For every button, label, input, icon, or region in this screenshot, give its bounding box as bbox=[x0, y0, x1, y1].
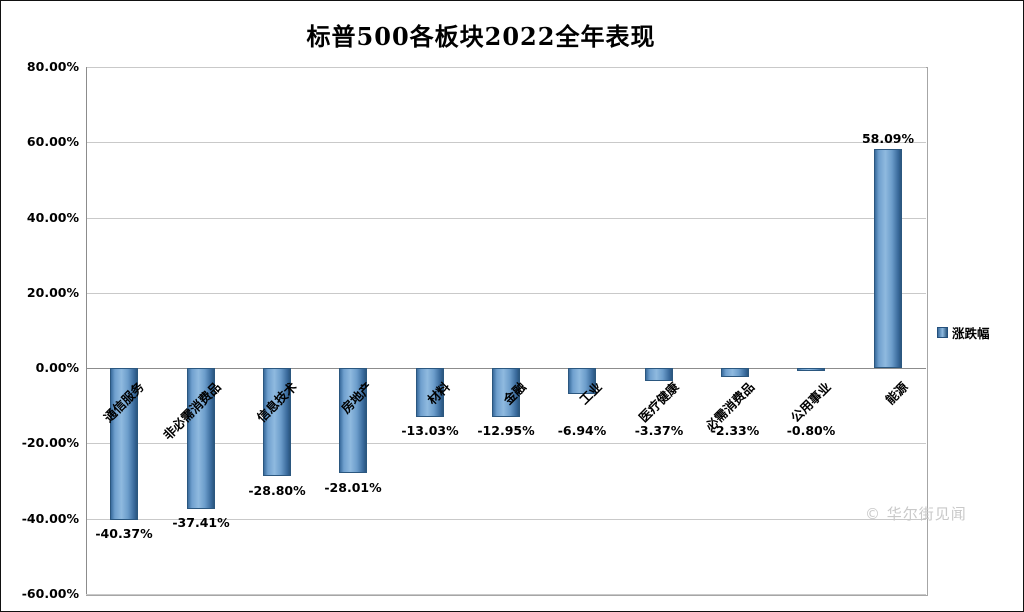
value-label: 58.09% bbox=[861, 131, 915, 146]
y-axis-tick-label: 80.00% bbox=[26, 59, 79, 74]
gridline bbox=[86, 519, 926, 520]
y-axis-line bbox=[86, 67, 87, 594]
bar bbox=[645, 368, 673, 381]
watermark: © 华尔街见闻 bbox=[865, 505, 967, 523]
value-label: -40.37% bbox=[95, 526, 153, 541]
value-label: -28.01% bbox=[324, 480, 382, 495]
bar bbox=[721, 368, 749, 377]
bar bbox=[416, 368, 444, 417]
gridline bbox=[86, 142, 926, 143]
bar bbox=[874, 149, 902, 368]
chart-title: 标普500各板块2022全年表现 bbox=[306, 22, 656, 51]
bar bbox=[797, 368, 825, 371]
bar bbox=[187, 368, 215, 509]
value-label: -6.94% bbox=[557, 423, 607, 438]
value-label: -2.33% bbox=[710, 423, 760, 438]
value-label: -13.03% bbox=[401, 423, 459, 438]
value-label: -37.41% bbox=[172, 515, 230, 530]
y-axis-tick-label: 60.00% bbox=[26, 134, 79, 149]
value-label: -12.95% bbox=[477, 423, 535, 438]
y-axis-tick-label: -60.00% bbox=[21, 586, 79, 601]
bar bbox=[110, 368, 138, 520]
y-axis-tick-label: 0.00% bbox=[35, 360, 79, 375]
y-axis-tick-label: 40.00% bbox=[26, 210, 79, 225]
bar bbox=[568, 368, 596, 394]
y-axis-tick-label: -20.00% bbox=[21, 435, 79, 450]
gridline bbox=[86, 67, 926, 68]
legend-label: 涨跌幅 bbox=[952, 326, 990, 341]
gridline bbox=[86, 218, 926, 219]
value-label: -28.80% bbox=[248, 483, 306, 498]
y-axis-tick-label: 20.00% bbox=[26, 285, 79, 300]
bar bbox=[492, 368, 520, 417]
gridline bbox=[86, 594, 926, 595]
bar bbox=[263, 368, 291, 476]
value-label: -3.37% bbox=[634, 423, 684, 438]
value-label: -0.80% bbox=[786, 423, 836, 438]
legend-marker-icon bbox=[937, 327, 948, 338]
legend: 涨跌幅 bbox=[937, 323, 990, 342]
gridline bbox=[86, 293, 926, 294]
bar bbox=[339, 368, 367, 473]
y-axis-tick-label: -40.00% bbox=[21, 511, 79, 526]
gridline bbox=[86, 443, 926, 444]
